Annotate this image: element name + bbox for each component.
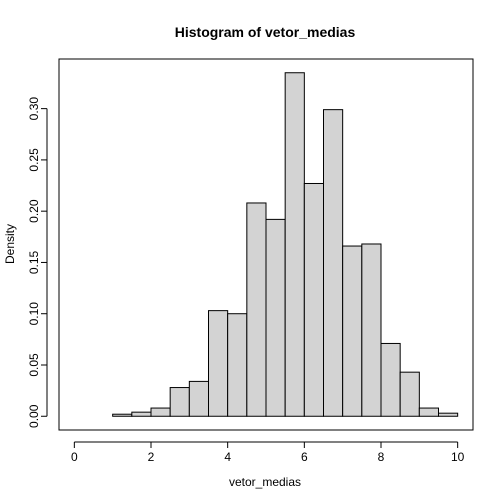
x-tick-label: 10 bbox=[451, 450, 465, 464]
bars-group bbox=[112, 72, 459, 417]
y-tick-label: 0.10 bbox=[27, 302, 41, 326]
x-axis: 0 2 4 6 8 10 bbox=[71, 441, 465, 464]
histogram-bar bbox=[438, 412, 459, 417]
histogram-bar bbox=[284, 72, 305, 417]
histogram-bar bbox=[246, 202, 267, 417]
histogram-bar bbox=[112, 413, 133, 417]
x-tick-label: 8 bbox=[378, 450, 385, 464]
y-tick-label: 0.20 bbox=[27, 199, 41, 223]
y-tick-label: 0.00 bbox=[27, 404, 41, 428]
histogram-bar bbox=[150, 407, 171, 417]
histogram-bar bbox=[169, 387, 190, 417]
histogram-bar bbox=[361, 243, 382, 417]
y-tick-label: 0.30 bbox=[27, 97, 41, 121]
x-tick-label: 6 bbox=[301, 450, 308, 464]
histogram-bar bbox=[323, 109, 344, 417]
y-axis-label: Density bbox=[3, 224, 17, 264]
histogram-bar bbox=[399, 371, 420, 417]
histogram-bar bbox=[227, 313, 248, 417]
histogram-bar bbox=[208, 310, 229, 417]
histogram-bar bbox=[131, 411, 152, 417]
x-tick-label: 2 bbox=[148, 450, 155, 464]
histogram-bar bbox=[188, 380, 209, 417]
x-tick-label: 4 bbox=[224, 450, 231, 464]
y-tick-label: 0.25 bbox=[27, 148, 41, 172]
histogram-bar bbox=[418, 407, 440, 417]
y-axis: 0.00 0.05 0.10 0.15 0.20 0.25 0.30 bbox=[27, 97, 48, 428]
plot-frame bbox=[58, 58, 474, 431]
chart-title: Histogram of vetor_medias bbox=[175, 24, 356, 40]
histogram-bar bbox=[342, 245, 363, 417]
y-tick-label: 0.05 bbox=[27, 353, 41, 377]
histogram-bar bbox=[303, 182, 325, 417]
y-tick-label: 0.15 bbox=[27, 250, 41, 274]
histogram-bar bbox=[380, 342, 401, 417]
x-tick-label: 0 bbox=[71, 450, 78, 464]
x-axis-label: vetor_medias bbox=[229, 475, 301, 489]
histogram-bar bbox=[265, 218, 286, 417]
